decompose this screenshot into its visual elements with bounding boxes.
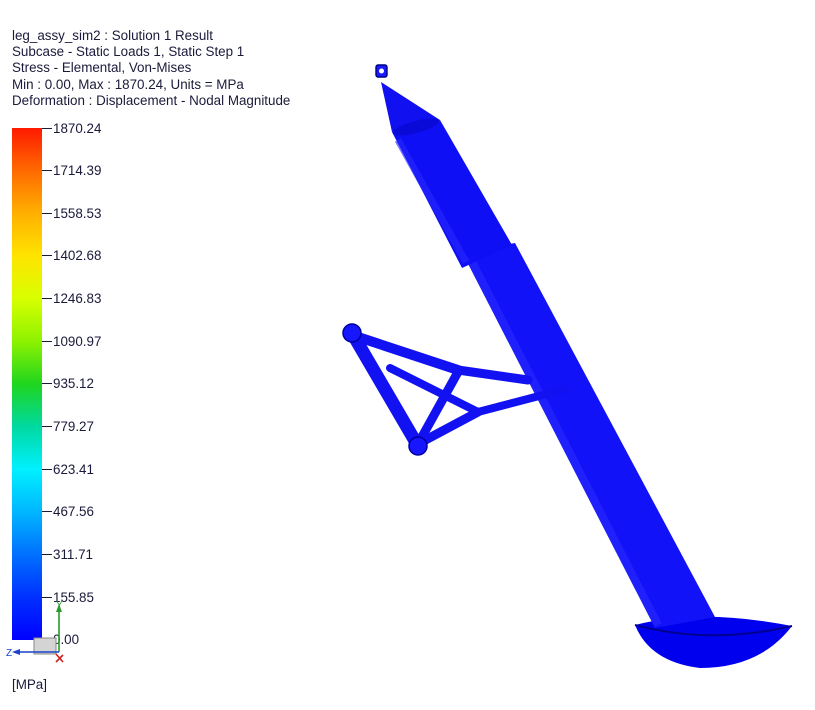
bracket-upper-link bbox=[453, 365, 533, 385]
bracket-cross-member bbox=[386, 364, 482, 416]
z-axis-label: Z bbox=[6, 648, 12, 659]
bracket-truss bbox=[345, 326, 570, 453]
legend-tick-label: 1246.83 bbox=[53, 291, 102, 306]
legend-tick-label: 1870.24 bbox=[53, 121, 102, 136]
legend-tick-label: 1558.53 bbox=[53, 206, 102, 221]
bracket-main-strut bbox=[345, 326, 425, 453]
result-header: leg_assy_sim2 : Solution 1 Result Subcas… bbox=[12, 28, 290, 109]
legend-tick bbox=[42, 469, 52, 470]
bracket-diagonal-b bbox=[413, 407, 483, 449]
legend-tick bbox=[42, 341, 52, 342]
legend-tick-label: 623.41 bbox=[53, 462, 94, 477]
model-viewport[interactable] bbox=[300, 50, 810, 690]
legend-tick-label: 1402.68 bbox=[53, 248, 102, 263]
foot-cup bbox=[635, 616, 792, 668]
legend-tick bbox=[42, 170, 52, 171]
legend-tick bbox=[42, 298, 52, 299]
legend-tick-label: 935.12 bbox=[53, 376, 94, 391]
legend-tick bbox=[42, 383, 52, 384]
legend-tick bbox=[42, 597, 52, 598]
eyelet-hole bbox=[379, 68, 384, 74]
bracket-lower-link bbox=[474, 385, 570, 416]
bracket-upper-strut bbox=[350, 331, 463, 375]
legend-tick-label: 1090.97 bbox=[53, 334, 102, 349]
result-title: leg_assy_sim2 : Solution 1 Result bbox=[12, 28, 213, 43]
triad-cube bbox=[33, 637, 57, 655]
subcase-label: Subcase - Static Loads 1, Static Step 1 bbox=[12, 44, 245, 60]
legend-tick-label: 311.71 bbox=[53, 547, 93, 562]
upper-tube-highlight bbox=[394, 138, 470, 264]
legend-tick-label: 155.85 bbox=[53, 590, 94, 605]
lower-tube-highlight bbox=[466, 256, 662, 627]
foot-cup-rim bbox=[634, 624, 793, 637]
x-axis-marker bbox=[55, 654, 64, 663]
y-axis-arrowhead bbox=[56, 604, 62, 612]
units-label: [MPa] bbox=[12, 677, 47, 692]
legend-tick bbox=[42, 128, 52, 129]
color-legend-bar bbox=[12, 128, 42, 640]
orientation-triad[interactable]: Y Z bbox=[4, 600, 70, 666]
legend-tick-label: 467.56 bbox=[53, 504, 94, 519]
legend-tick-label: 1714.39 bbox=[53, 163, 102, 178]
leg-assembly-model bbox=[342, 64, 793, 668]
bracket-diagonal-a bbox=[413, 367, 463, 449]
cone-collar bbox=[392, 118, 440, 136]
legend-tick bbox=[42, 511, 52, 512]
bracket-pin-bottom bbox=[408, 436, 428, 456]
upper-tube bbox=[392, 120, 512, 268]
y-axis-label: Y bbox=[56, 600, 63, 611]
z-axis-arrowhead bbox=[12, 649, 20, 655]
result-type-label: Stress - Elemental, Von-Mises bbox=[12, 60, 192, 76]
legend-tick bbox=[42, 426, 52, 427]
deformation-label: Deformation : Displacement - Nodal Magni… bbox=[12, 92, 291, 108]
legend-tick bbox=[42, 554, 52, 555]
legend-tick bbox=[42, 255, 52, 256]
legend-tick-label: 779.27 bbox=[53, 419, 94, 434]
lower-tube bbox=[462, 243, 715, 628]
bracket-pin-top bbox=[342, 323, 362, 343]
legend-tick bbox=[42, 213, 52, 214]
result-range-label: Min : 0.00, Max : 1870.24, Units = MPa bbox=[12, 76, 244, 92]
